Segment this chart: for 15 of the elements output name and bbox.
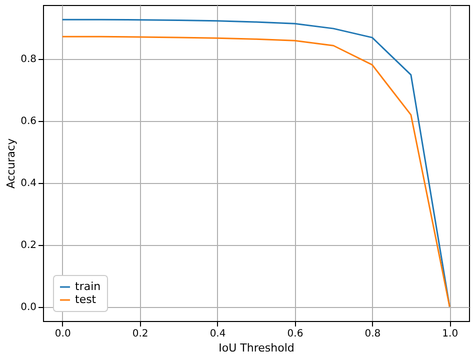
x-tick-label: 1.0: [442, 328, 458, 340]
y-tick-label: 0.2: [20, 240, 36, 252]
x-tick-label: 0.8: [364, 328, 381, 340]
x-tick-label: 0.6: [287, 328, 304, 340]
x-tick-label: 0.0: [54, 328, 71, 340]
y-axis-title: Accuracy: [4, 138, 18, 189]
x-tick-label: 0.4: [210, 328, 226, 340]
y-tick-label: 0.8: [20, 54, 36, 66]
y-tick-label: 0.4: [20, 178, 36, 190]
x-tick-label: 0.2: [132, 328, 148, 340]
y-tick-label: 0.6: [20, 116, 36, 128]
y-tick-label: 0.0: [20, 302, 36, 314]
x-axis-title: IoU Threshold: [218, 342, 294, 354]
legend-label: train: [75, 280, 101, 293]
legend-label: test: [75, 293, 97, 306]
